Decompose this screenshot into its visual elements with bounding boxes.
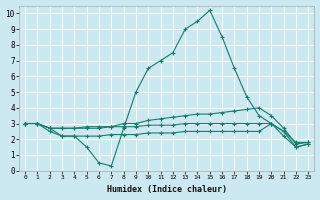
X-axis label: Humidex (Indice chaleur): Humidex (Indice chaleur) [107,185,227,194]
